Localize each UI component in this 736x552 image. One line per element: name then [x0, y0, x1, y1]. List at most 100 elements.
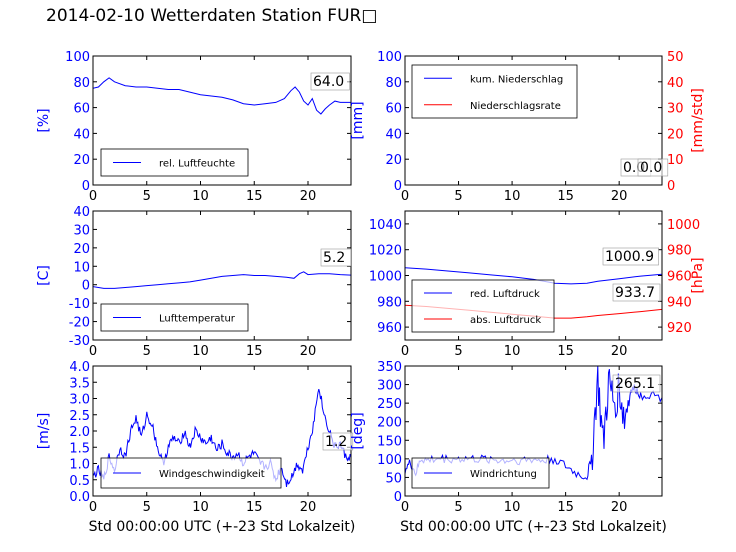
x-tick-label: 15 — [246, 344, 263, 359]
x-tick-label: 15 — [557, 344, 574, 359]
legend-label: Niederschlagsrate — [470, 101, 561, 112]
x-axis-label: Std 00:00:00 UTC (+-23 Std Lokalzeit) — [400, 519, 667, 535]
x-tick-label: 20 — [300, 500, 317, 515]
chart-panel-2: 0 5 10 15 20 0 20 40 60 80 100 0 10 20 30 40 50 [mm] [mm/s… — [350, 50, 706, 204]
y-tick-label: 0.5 — [69, 474, 90, 489]
y-tick-label: 1.5 — [69, 441, 90, 456]
y-tick-label: 2.0 — [69, 425, 90, 440]
y-tick-label: 60 — [385, 102, 402, 117]
y-tick-label: 100 — [377, 50, 402, 65]
legend-box — [411, 64, 578, 119]
legend: Lufttemperatur — [100, 303, 249, 332]
x-tick-label: 10 — [192, 344, 209, 359]
y-tick-label: 200 — [377, 416, 402, 431]
page-title: 2014-02-10 Wetterdaten Station FUR□ — [46, 6, 378, 26]
y-tick-label: 3.0 — [69, 393, 90, 408]
y-tick-label: 30 — [73, 223, 90, 238]
y-tick-label-right: 1000 — [667, 218, 700, 233]
y-tick-label-right: 50 — [667, 50, 684, 65]
x-tick-label: 5 — [454, 500, 462, 515]
latest-value-label: 0.0 — [640, 160, 662, 176]
latest-value-box — [322, 432, 354, 451]
legend-box — [411, 279, 555, 333]
x-tick-label: 0 — [89, 500, 97, 515]
y-tick-label: 20 — [385, 153, 402, 168]
latest-value-box — [612, 374, 661, 393]
y-tick-label-right: 960 — [667, 270, 692, 285]
legend-label: Windrichtung — [470, 469, 537, 480]
x-tick-label: 15 — [246, 500, 263, 515]
y-tick-label: 0.0 — [69, 490, 90, 505]
x-axis-label: Std 00:00:00 UTC (+-23 Std Lokalzeit) — [89, 519, 356, 535]
y-axis-label: [C] — [36, 265, 52, 286]
x-tick-label: 5 — [454, 344, 462, 359]
latest-value-label: 265.1 — [615, 376, 655, 392]
y-tick-label: 300 — [377, 379, 402, 394]
y-tick-label: 10 — [73, 260, 90, 275]
y-tick-label: 100 — [377, 453, 402, 468]
x-tick-label: 15 — [246, 189, 263, 204]
legend: kum. Niederschlag Niederschlagsrate — [411, 64, 578, 119]
y-tick-label: 960 — [377, 321, 402, 336]
y-axis-label: [%] — [36, 108, 52, 132]
legend-label: rel. Luftfeuchte — [159, 159, 235, 170]
latest-value-box — [310, 72, 350, 91]
chart-panel-5: 0 5 10 15 20 0.00.51.0 1.52.02.53.0 3.54.0 [m/s]… — [36, 360, 355, 535]
x-tick-label: 15 — [557, 500, 574, 515]
y-tick-label: 80 — [73, 76, 90, 91]
y-axis-label-right: [hPa] — [690, 257, 706, 293]
chart-panel-3: 0 5 10 15 20 -30 -20 -10 0 10 20 30 40 [C] Lufttempera… — [36, 205, 352, 359]
y-tick-label: 40 — [73, 205, 90, 220]
y-tick-label: 1.0 — [69, 458, 90, 473]
x-tick-label: 20 — [611, 500, 628, 515]
y-tick-label: 50 — [385, 471, 402, 486]
y-tick-label: 3.5 — [69, 376, 90, 391]
y-tick-label: 40 — [73, 127, 90, 142]
y-tick-label: -10 — [69, 297, 90, 312]
plot-frame — [404, 365, 663, 497]
series-line-1 — [93, 388, 351, 488]
y-axis-label: [mm] — [350, 101, 366, 139]
y-tick-label-right: 940 — [667, 295, 692, 310]
latest-value-box — [637, 158, 669, 177]
x-tick-label: 0 — [89, 189, 97, 204]
latest-value-box — [320, 248, 352, 267]
legend-label: abs. Luftdruck — [470, 315, 541, 326]
x-tick-label: 20 — [300, 189, 317, 204]
legend: red. Luftdruck abs. Luftdruck — [411, 279, 555, 333]
y-tick-label-right: 40 — [667, 76, 684, 91]
plot-frame — [404, 55, 663, 186]
latest-value-label: 64.0 — [313, 74, 344, 90]
y-tick-label: -20 — [69, 316, 90, 331]
y-tick-label: 250 — [377, 397, 402, 412]
y-tick-label: 0 — [82, 179, 90, 194]
y-tick-label: 40 — [385, 127, 402, 142]
y-tick-label: 0 — [394, 490, 402, 505]
y-tick-label: 80 — [385, 76, 402, 91]
x-tick-label: 10 — [504, 189, 521, 204]
y-tick-label: 20 — [73, 242, 90, 257]
y-tick-label: 1040 — [369, 218, 402, 233]
y-tick-label: 980 — [377, 295, 402, 310]
y-axis-label: [deg] — [350, 412, 366, 449]
legend: rel. Luftfeuchte — [100, 148, 249, 177]
y-tick-label-right: 980 — [667, 244, 692, 259]
x-tick-label: 10 — [192, 189, 209, 204]
y-tick-label-right: 10 — [667, 153, 684, 168]
y-tick-label: 100 — [65, 50, 90, 65]
x-tick-label: 0 — [89, 344, 97, 359]
series-line-1 — [93, 77, 351, 115]
series-line-1 — [93, 271, 351, 289]
y-tick-label: 1020 — [369, 244, 402, 259]
x-tick-label: 20 — [300, 344, 317, 359]
x-tick-label: 5 — [454, 189, 462, 204]
legend-label: red. Luftdruck — [470, 289, 540, 300]
y-tick-label: 150 — [377, 434, 402, 449]
y-tick-label: 350 — [377, 360, 402, 375]
x-tick-label: 0 — [401, 500, 409, 515]
latest-value-box — [612, 283, 661, 302]
latest-value-label: 933.7 — [615, 285, 655, 301]
y-tick-label: 2.5 — [69, 409, 90, 424]
